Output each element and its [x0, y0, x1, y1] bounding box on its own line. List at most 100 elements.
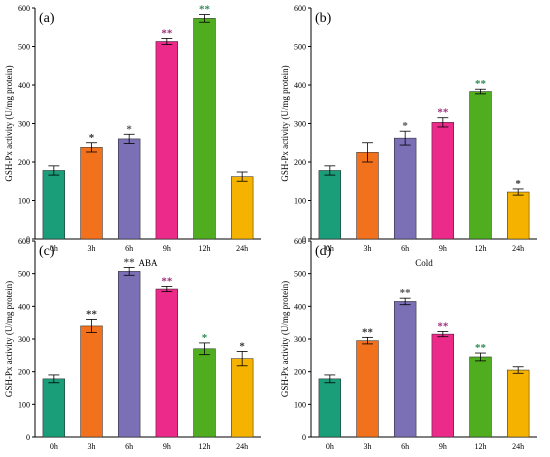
- panel-label: (d): [315, 244, 332, 259]
- bar: [469, 356, 492, 438]
- y-tick-label: 500: [18, 270, 30, 279]
- y-tick-label: 400: [18, 81, 30, 90]
- x-tick-label: 6h: [125, 442, 133, 451]
- y-axis-title: GSH-Px activity (U/mg protein): [280, 281, 290, 397]
- bar: [393, 137, 417, 240]
- significance-marker: **: [400, 287, 412, 299]
- bar: [393, 301, 417, 438]
- significance-marker: **: [475, 342, 487, 354]
- x-tick-label: 0h: [326, 442, 334, 451]
- x-tick-label: 0h: [50, 244, 58, 253]
- y-tick-label: 0: [302, 433, 306, 442]
- bar: [155, 288, 179, 438]
- x-tick-label: 6h: [125, 244, 133, 253]
- y-tick-label: 200: [18, 158, 30, 167]
- y-tick-label: 200: [294, 368, 306, 377]
- y-tick-label: 100: [18, 400, 30, 409]
- y-tick-label: 200: [294, 158, 306, 167]
- x-tick-label: 3h: [364, 244, 372, 253]
- y-tick-label: 400: [294, 81, 306, 90]
- y-tick-label: 300: [18, 335, 30, 344]
- bar: [117, 138, 141, 240]
- y-tick-label: 0: [26, 235, 30, 244]
- bar: [318, 170, 342, 240]
- bar: [42, 378, 66, 438]
- x-tick-label: 12h: [199, 244, 211, 253]
- significance-marker: *: [89, 132, 95, 144]
- bar: [318, 378, 342, 438]
- x-tick-label: 24h: [236, 442, 248, 451]
- panel-label: (a): [39, 11, 55, 26]
- x-tick-label: 24h: [236, 244, 248, 253]
- panel-label: (c): [39, 244, 55, 259]
- panel-b: 0 100 200 300 400 500 600 0h 3h * 6h ** 9h ** 12h * 24h C…: [280, 4, 537, 268]
- x-tick-label: 3h: [364, 442, 372, 451]
- y-tick-label: 0: [26, 433, 30, 442]
- significance-marker: *: [402, 120, 408, 132]
- x-tick-label: 9h: [439, 244, 447, 253]
- panel-d: 0 100 200 300 400 500 600 0h ** 3h ** 6h ** 9h ** 12h 24…: [280, 237, 537, 457]
- x-tick-label: 12h: [475, 442, 487, 451]
- y-axis-title: GSH-Px activity (U/mg protein): [280, 65, 290, 181]
- x-tick-label: 12h: [199, 442, 211, 451]
- significance-marker: **: [124, 256, 136, 268]
- y-tick-label: 600: [294, 237, 306, 246]
- y-tick-label: 600: [18, 4, 30, 13]
- x-tick-label: 9h: [163, 442, 171, 451]
- bar: [356, 152, 379, 240]
- bar: [230, 176, 254, 240]
- significance-marker: **: [161, 27, 173, 39]
- x-axis-title: Cold: [415, 258, 433, 268]
- panel-a: 0 100 200 300 400 500 600 0h * 3h * 6h ** 9h ** 12h 24h A…: [4, 4, 261, 268]
- y-tick-label: 300: [294, 335, 306, 344]
- x-tick-label: 0h: [50, 442, 58, 451]
- bar: [193, 348, 216, 438]
- y-tick-label: 0: [302, 235, 306, 244]
- x-tick-label: 12h: [475, 244, 487, 253]
- x-tick-label: 24h: [512, 244, 524, 253]
- bar: [431, 333, 455, 438]
- bar: [193, 18, 216, 240]
- x-axis-title: ABA: [138, 258, 158, 268]
- x-tick-label: 6h: [401, 442, 409, 451]
- bar: [506, 369, 530, 438]
- y-tick-label: 600: [18, 237, 30, 246]
- bar: [230, 358, 254, 438]
- x-tick-label: 9h: [163, 244, 171, 253]
- significance-marker: **: [86, 308, 98, 320]
- y-tick-label: 200: [18, 368, 30, 377]
- panel-c: 0 100 200 300 400 500 600 0h ** 3h ** 6h ** 9h * 12h * 24…: [4, 237, 261, 457]
- x-tick-label: 3h: [88, 244, 96, 253]
- bar: [506, 191, 530, 240]
- x-tick-label: 24h: [512, 442, 524, 451]
- significance-marker: *: [202, 332, 208, 344]
- x-tick-label: 6h: [401, 244, 409, 253]
- bar: [155, 41, 179, 240]
- significance-marker: *: [126, 123, 132, 135]
- y-tick-label: 400: [294, 302, 306, 311]
- significance-marker: **: [437, 107, 449, 119]
- significance-marker: **: [437, 320, 449, 332]
- x-tick-label: 3h: [88, 442, 96, 451]
- significance-marker: **: [161, 275, 173, 287]
- significance-marker: *: [515, 178, 521, 190]
- bar: [356, 340, 379, 438]
- y-tick-label: 600: [294, 4, 306, 13]
- bar: [431, 122, 455, 240]
- y-tick-label: 400: [18, 302, 30, 311]
- significance-marker: **: [199, 4, 211, 16]
- bar: [42, 170, 66, 240]
- y-tick-label: 100: [294, 400, 306, 409]
- y-axis-title: GSH-Px activity (U/mg protein): [4, 281, 14, 397]
- significance-marker: **: [475, 78, 487, 90]
- bar: [80, 147, 103, 240]
- y-tick-label: 500: [294, 270, 306, 279]
- y-tick-label: 300: [18, 120, 30, 129]
- significance-marker: *: [239, 340, 245, 352]
- x-tick-label: 9h: [439, 442, 447, 451]
- y-tick-label: 500: [18, 43, 30, 52]
- bar: [469, 91, 492, 240]
- bar: [80, 325, 103, 438]
- y-axis-title: GSH-Px activity (U/mg protein): [4, 65, 14, 181]
